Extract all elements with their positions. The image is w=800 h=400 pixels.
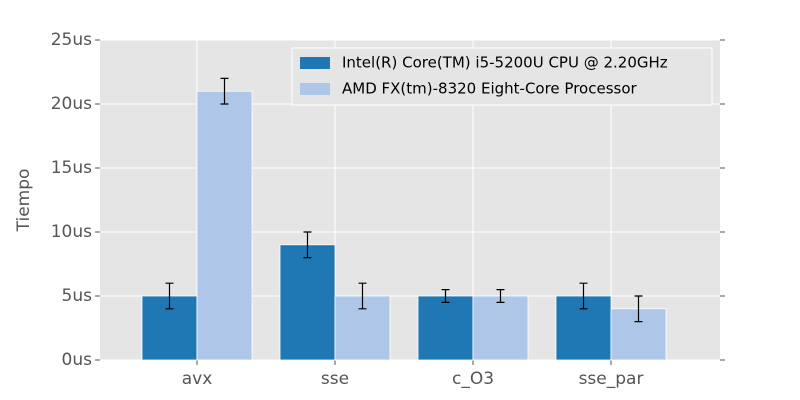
error-bar <box>358 282 367 310</box>
error-bar <box>579 282 588 310</box>
y-tick-label: 15us <box>51 158 92 178</box>
error-bar <box>220 77 229 105</box>
y-tick-label: 10us <box>51 222 92 242</box>
legend-swatch <box>300 83 330 95</box>
x-tick-label: c_O3 <box>452 369 494 389</box>
bar <box>279 244 336 361</box>
bar <box>472 295 529 361</box>
error-bar <box>303 231 312 259</box>
y-tick-label: 5us <box>62 286 93 306</box>
legend-box <box>291 47 713 106</box>
y-tick-label: 0us <box>62 350 93 370</box>
y-tick-label: 20us <box>51 94 92 114</box>
error-bar <box>634 295 643 323</box>
x-tick-label: avx <box>182 369 213 389</box>
bar <box>196 90 253 361</box>
legend: Intel(R) Core(TM) i5-5200U CPU @ 2.20GHz… <box>291 47 713 106</box>
legend-label: Intel(R) Core(TM) i5-5200U CPU @ 2.20GHz <box>342 54 668 72</box>
y-axis-label: Tiempo <box>14 169 34 233</box>
x-tick-label: sse_par <box>579 369 644 389</box>
error-bar <box>441 289 450 303</box>
error-bar <box>496 289 505 303</box>
x-tick-label: sse <box>321 369 349 389</box>
legend-label: AMD FX(tm)-8320 Eight-Core Processor <box>342 80 638 98</box>
legend-swatch <box>300 57 330 69</box>
y-tick-label: 25us <box>51 30 92 50</box>
bar <box>417 295 474 361</box>
error-bar <box>165 282 174 310</box>
